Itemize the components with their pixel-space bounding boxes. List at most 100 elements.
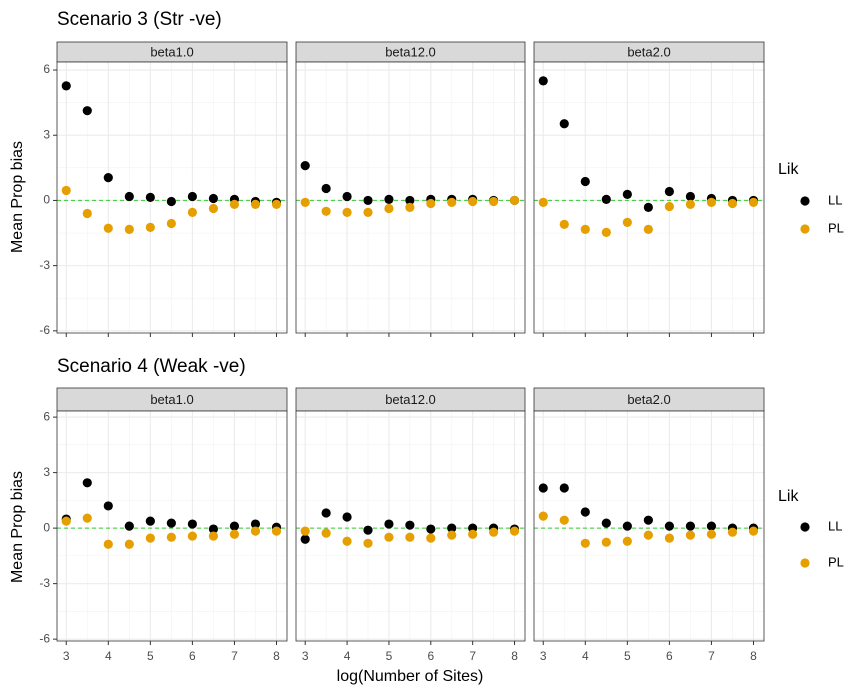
legend-label: PL (828, 220, 844, 235)
data-point (580, 176, 590, 187)
data-point (706, 529, 717, 539)
data-point (538, 483, 548, 493)
data-point (559, 483, 569, 493)
chart-title: Scenario 4 (Weak -ve) (57, 356, 246, 377)
data-point (601, 227, 611, 237)
data-point (405, 532, 415, 542)
facet-label: beta1.0 (150, 44, 193, 59)
data-point (580, 538, 590, 548)
data-point (489, 196, 499, 207)
data-point (384, 532, 394, 542)
data-point (426, 198, 436, 209)
data-point (384, 203, 394, 214)
facet-label: beta1.0 (150, 392, 193, 407)
data-point (61, 81, 71, 91)
x-tick-label: 7 (231, 649, 238, 663)
x-tick-label: 6 (427, 649, 434, 663)
x-tick-label: 8 (750, 649, 757, 663)
data-point (509, 526, 520, 536)
data-point (166, 518, 176, 528)
data-point (580, 224, 590, 234)
y-tick-label: -6 (39, 323, 50, 337)
data-point (601, 518, 611, 528)
data-point (187, 519, 197, 529)
x-tick-label: 7 (708, 649, 715, 663)
data-point (580, 507, 590, 517)
facet-label: beta12.0 (385, 392, 436, 407)
data-point (664, 186, 674, 197)
facet-label: beta2.0 (627, 392, 670, 407)
data-point (61, 516, 71, 526)
data-point (664, 201, 674, 212)
data-point (643, 224, 653, 234)
panel-border (533, 410, 765, 642)
data-point (250, 519, 261, 529)
data-point (208, 531, 219, 541)
x-tick-label: 3 (540, 649, 547, 663)
y-tick-label: 3 (43, 127, 50, 141)
data-point (559, 515, 569, 525)
panel-border (533, 61, 765, 334)
data-point (208, 524, 219, 534)
data-point (363, 525, 373, 535)
data-point (103, 223, 113, 233)
panel-border (295, 410, 526, 642)
facet-label: beta12.0 (385, 44, 436, 59)
data-point (447, 523, 457, 533)
data-point (664, 533, 674, 543)
data-point (229, 529, 240, 539)
panel (534, 411, 764, 641)
data-point (271, 526, 282, 536)
data-point (103, 173, 113, 183)
legend-swatch (800, 196, 810, 206)
legend-label: LL (828, 192, 842, 207)
data-point (321, 206, 331, 216)
y-tick-label: 6 (43, 409, 50, 423)
data-point (489, 527, 499, 537)
data-point (124, 224, 134, 234)
data-point (601, 537, 611, 547)
y-tick-label: 0 (43, 520, 50, 534)
x-tick-label: 4 (582, 649, 589, 663)
y-tick-label: -3 (39, 576, 50, 590)
data-point (124, 191, 134, 202)
data-point (426, 533, 436, 543)
data-point (538, 197, 548, 207)
y-tick-label: 0 (43, 193, 50, 207)
data-point (363, 207, 373, 217)
x-tick-label: 8 (273, 649, 280, 663)
data-point (103, 501, 113, 511)
data-point (426, 524, 436, 534)
data-point (300, 534, 310, 544)
data-point (229, 521, 240, 531)
data-point (124, 539, 134, 549)
data-point (622, 521, 632, 531)
data-point (643, 530, 653, 540)
data-point (538, 511, 548, 521)
data-point (706, 197, 717, 207)
legend-swatch (800, 558, 810, 568)
data-point (250, 199, 261, 209)
data-point (384, 194, 394, 204)
x-axis-label: log(Number of Sites) (337, 668, 484, 685)
x-tick-label: 5 (624, 649, 631, 663)
data-point (342, 512, 352, 522)
x-tick-label: 7 (469, 649, 476, 663)
panel (534, 62, 764, 333)
data-point (82, 106, 92, 116)
data-point (538, 76, 548, 86)
data-point (643, 515, 653, 525)
legend-swatch (800, 522, 810, 532)
data-point (685, 191, 696, 202)
data-point (363, 195, 373, 206)
data-point (384, 519, 394, 529)
data-point (685, 521, 696, 531)
data-point (300, 197, 310, 207)
data-point (82, 478, 92, 488)
data-point (622, 536, 632, 546)
data-point (405, 195, 415, 206)
x-tick-label: 6 (666, 649, 673, 663)
data-point (229, 199, 240, 209)
data-point (363, 538, 373, 548)
data-point (187, 191, 197, 202)
